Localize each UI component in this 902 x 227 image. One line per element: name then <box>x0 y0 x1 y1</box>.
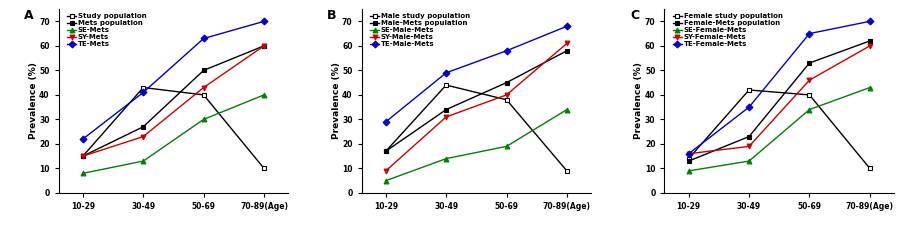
Text: A: A <box>24 9 34 22</box>
Y-axis label: Prevalence (%): Prevalence (%) <box>29 63 38 139</box>
Text: B: B <box>327 9 336 22</box>
Legend: Male study population, Male-Mets population, SE-Male-Mets, SY-Male-Mets, TE-Male: Male study population, Male-Mets populat… <box>369 12 470 48</box>
Y-axis label: Prevalence (%): Prevalence (%) <box>331 63 340 139</box>
Text: C: C <box>630 9 639 22</box>
Legend: Female study population, Female-Mets population, SE-Female-Mets, SY-Female-Mets,: Female study population, Female-Mets pop… <box>672 12 782 48</box>
Y-axis label: Prevalence (%): Prevalence (%) <box>634 63 643 139</box>
Legend: Study population, Mets population, SE-Mets, SY-Mets, TE-Mets: Study population, Mets population, SE-Me… <box>67 12 147 48</box>
